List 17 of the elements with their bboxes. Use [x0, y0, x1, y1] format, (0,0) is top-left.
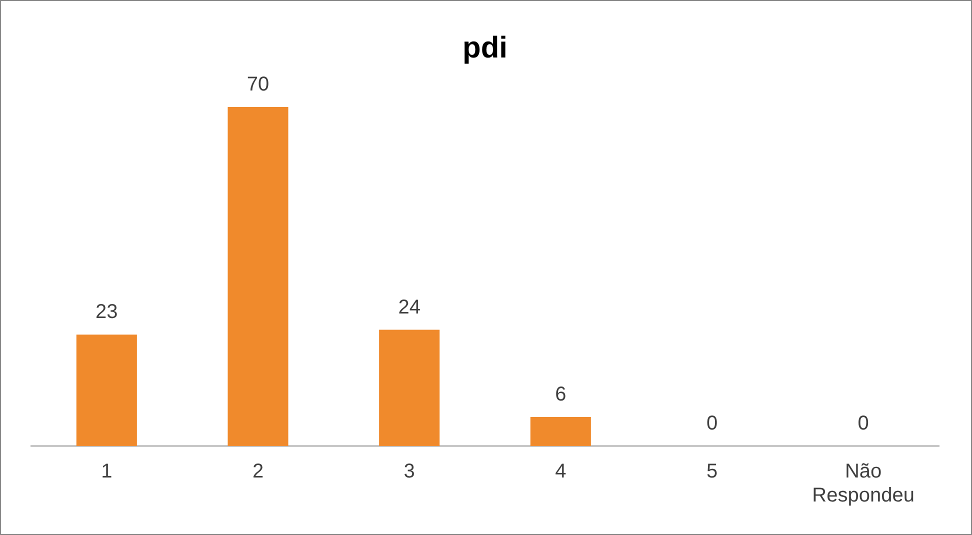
data-label: 70 [246, 74, 270, 96]
data-label: 24 [398, 296, 420, 318]
bar [228, 107, 288, 446]
data-label: 0 [858, 412, 869, 435]
x-tick-label: 5 [706, 460, 718, 483]
bar [76, 334, 137, 446]
x-tick-label: 4 [555, 460, 566, 483]
bar [530, 416, 591, 446]
chart-title: pdi [462, 31, 508, 64]
data-label: 6 [555, 383, 566, 406]
data-label: 0 [706, 412, 718, 435]
bar [379, 330, 440, 446]
x-tick-label: 3 [404, 460, 415, 483]
x-tick-label: 2 [252, 460, 264, 483]
x-tick-label: Não Respondeu [812, 460, 914, 507]
data-label: 23 [96, 301, 118, 324]
x-tick-label: 1 [101, 460, 112, 483]
